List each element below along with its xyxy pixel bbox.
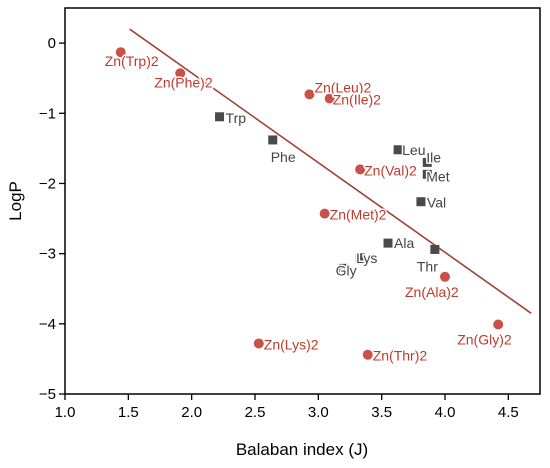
point-label-zn-trp-2: Zn(Trp)2 [105,53,159,69]
point-label-leu: Leu [402,142,425,158]
point-label-zn-lys-2: Zn(Lys)2 [264,336,319,352]
point-label-met: Met [426,168,449,184]
x-tick-label: 3.0 [308,404,329,421]
y-tick-label: −3 [39,246,56,263]
point-label-halo: Val [427,195,446,211]
plot-frame [64,7,541,395]
point-gly [339,263,349,273]
ticks-layer: 1.0 1.5 2.0 2.5 3.0 3.5 4.0 4.5 0 −1 −2 −3 −4 −5 [39,35,519,421]
fit-line-layer [129,28,532,314]
point-zn-thr-2 [362,349,373,360]
point-zn-gly-2 [493,319,504,330]
point-label-val: Val [427,195,446,211]
point-label-lys: Lys [356,250,377,266]
y-tick-label: 0 [48,35,56,52]
point-label-halo: Lys [356,250,377,266]
point-label-halo: Zn(Trp)2 [105,53,159,69]
point-label-zn-phe-2: Zn(Phe)2 [154,74,213,90]
point-label-zn-thr-2: Zn(Thr)2 [373,348,428,364]
point-label-halo: Zn(Gly)2 [457,332,512,348]
point-label-halo: Leu [402,142,425,158]
point-label-halo: Ala [394,235,414,251]
point-label-ile: Ile [426,149,441,165]
point-label-halo: Zn(Ile)2 [333,92,381,108]
point-ile [422,157,432,167]
point-label-halo: Zn(Phe)2 [154,74,213,90]
regression-line [129,28,532,314]
point-label-zn-ile-2: Zn(Ile)2 [333,92,381,108]
point-zn-val-2 [355,164,366,175]
point-trp [215,112,225,122]
point-label-halo: Phe [271,149,296,165]
point-labels-layer: Zn(Trp)2Zn(Trp)2Zn(Phe)2Zn(Phe)2 Zn(Leu)2… [103,52,513,365]
point-label-ala: Ala [394,235,414,251]
point-zn-leu-2 [304,89,315,100]
point-zn-trp-2 [115,47,126,58]
point-zn-phe-2 [175,68,186,79]
x-tick-label: 2.0 [181,404,202,421]
point-zn-lys-2 [253,338,264,349]
point-label-trp: Trp [226,110,247,126]
y-tick-label: −1 [39,105,56,122]
point-label-thr: Thr [417,258,438,274]
point-label-halo: Zn(Val)2 [364,162,417,178]
point-label-phe: Phe [271,149,296,165]
point-thr [430,244,440,254]
point-label-gly: Gly [336,262,357,278]
point-met [422,169,432,179]
y-tick-label: −4 [39,316,56,333]
point-label-halo: Met [426,168,449,184]
y-tick-label: −5 [39,386,56,403]
point-label-halo: Trp [226,110,247,126]
point-label-halo: Thr [417,258,438,274]
marks-layer [115,47,504,360]
point-label-zn-ala-2: Zn(Ala)2 [405,284,459,300]
point-leu [393,145,403,155]
point-label-zn-leu-2: Zn(Leu)2 [314,79,371,95]
point-label-halo: Zn(Ala)2 [405,284,459,300]
y-tick-label: −2 [39,175,56,192]
x-tick-label: 4.5 [498,404,519,421]
point-label-halo: Zn(Thr)2 [373,348,428,364]
x-tick-label: 1.5 [118,404,139,421]
point-label-halo: Zn(Met)2 [330,207,387,223]
point-zn-met-2 [319,208,330,219]
x-tick-label: 4.0 [435,404,456,421]
point-val [416,197,426,207]
point-phe [268,135,278,145]
point-ala [383,238,393,248]
y-axis-title: LogP [6,181,25,221]
point-label-zn-val-2: Zn(Val)2 [364,162,417,178]
point-label-halo: Zn(Leu)2 [314,79,371,95]
x-tick-label: 3.5 [371,404,392,421]
point-zn-ile-2 [324,93,335,104]
x-tick-label: 1.0 [55,404,76,421]
point-label-halo: Ile [426,149,441,165]
point-label-halo: Zn(Lys)2 [264,336,319,352]
point-label-zn-met-2: Zn(Met)2 [330,207,387,223]
point-label-zn-gly-2: Zn(Gly)2 [457,332,512,348]
point-label-halo: Gly [336,262,357,278]
point-zn-ala-2 [440,271,450,282]
x-axis-title: Balaban index (J) [236,440,368,459]
x-tick-label: 2.5 [245,404,266,421]
point-lys [355,253,365,263]
